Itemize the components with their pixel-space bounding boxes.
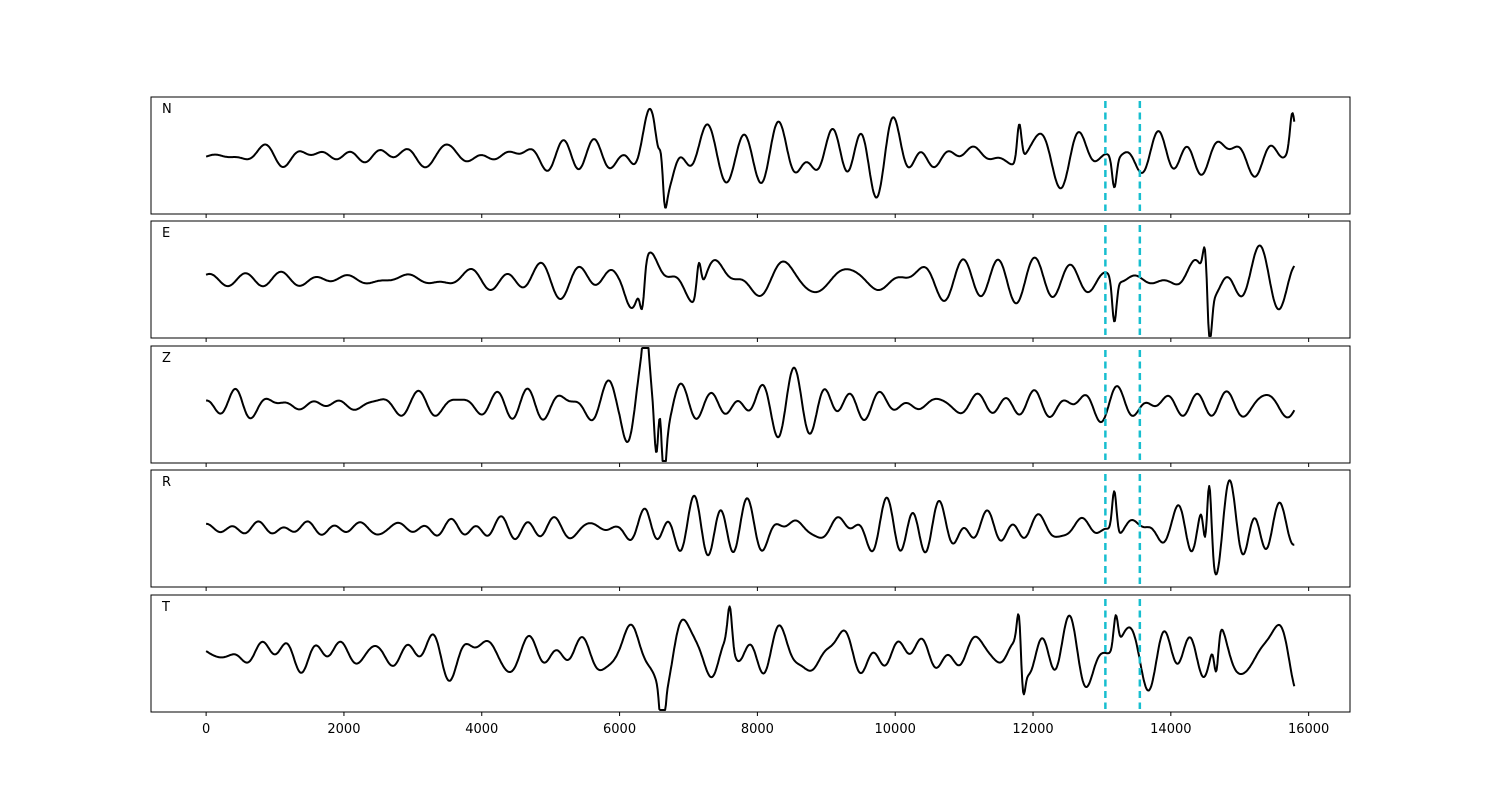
- x-axis: 0 2000 4000 6000 8000 10000 12000 14000 16000: [202, 722, 1329, 737]
- panel-label-z: Z: [162, 351, 171, 366]
- x-tick-label: 10000: [875, 722, 916, 737]
- panel-r: R: [150, 469, 1351, 591]
- panel-frame-r: [150, 469, 1351, 588]
- panel-label-t: T: [161, 600, 170, 615]
- panel-label-r: R: [162, 475, 171, 490]
- x-tick-label: 12000: [1012, 722, 1053, 737]
- panel-frame-e: [150, 220, 1351, 339]
- panel-frame-z: [150, 345, 1351, 464]
- panel-t: T: [150, 594, 1351, 716]
- x-tick-label: 16000: [1288, 722, 1329, 737]
- panel-e: E: [150, 220, 1351, 342]
- trace-z: [205, 347, 1296, 462]
- panel-frame-t: [150, 594, 1351, 713]
- trace-n: [205, 107, 1296, 209]
- panel-label-n: N: [162, 102, 172, 117]
- x-tick-label: 4000: [465, 722, 498, 737]
- trace-e: [205, 244, 1296, 337]
- panel-frame-n: [150, 96, 1351, 215]
- panel-n: N: [150, 96, 1351, 218]
- x-tick-label: 14000: [1150, 722, 1191, 737]
- panel-group: N E Z R T: [150, 96, 1351, 716]
- x-tick-label: 8000: [741, 722, 774, 737]
- panel-label-e: E: [162, 226, 170, 241]
- x-tick-label: 2000: [327, 722, 360, 737]
- x-tick-label: 0: [202, 722, 210, 737]
- x-tick-label: 6000: [603, 722, 636, 737]
- panel-z: Z: [150, 345, 1351, 467]
- trace-r: [205, 479, 1295, 576]
- trace-t: [205, 605, 1296, 711]
